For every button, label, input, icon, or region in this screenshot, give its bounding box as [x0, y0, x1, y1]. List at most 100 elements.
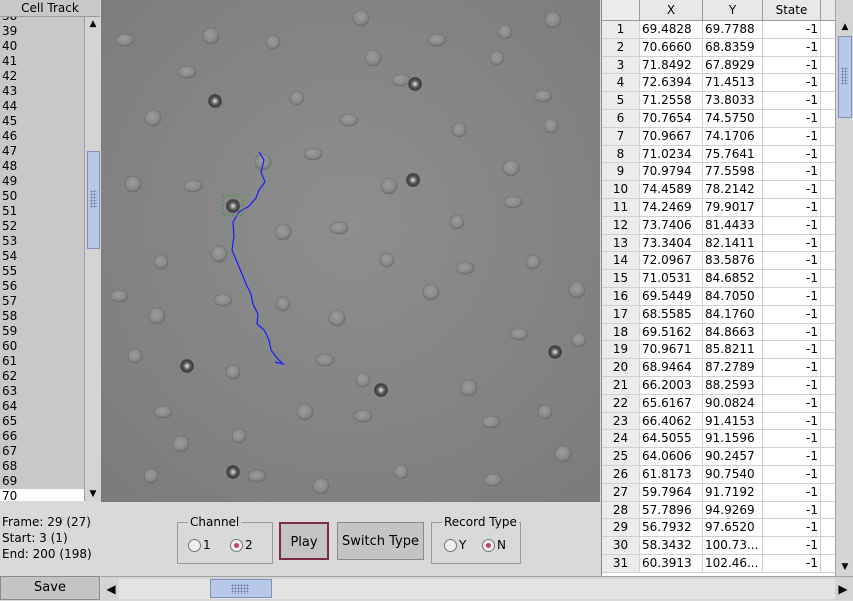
table-row[interactable]: 8 71.0234 75.7641 -1	[602, 145, 836, 164]
row-index: 2	[602, 38, 640, 56]
table-row[interactable]: 14 72.0967 83.5876 -1	[602, 252, 836, 271]
list-item[interactable]: 51	[2, 204, 18, 218]
list-item[interactable]: 52	[2, 219, 18, 233]
list-item[interactable]: 40	[2, 39, 18, 53]
table-row[interactable]: 25 64.0606 90.2457 -1	[602, 448, 836, 466]
table-row[interactable]: 28 57.7896 94.9269 -1	[602, 501, 836, 520]
table-row[interactable]: 15 71.0531 84.6852 -1	[602, 270, 836, 288]
table-row[interactable]: 12 73.7406 81.4433 -1	[602, 216, 836, 235]
list-item[interactable]: 45	[2, 114, 18, 128]
row-blank	[821, 127, 836, 145]
list-item[interactable]: 54	[2, 249, 18, 263]
list-item[interactable]: 39	[2, 24, 18, 38]
table-row[interactable]: 26 61.8173 90.7540 -1	[602, 465, 836, 484]
arrow-right-icon[interactable]: ▶	[838, 582, 848, 596]
cell-track-list[interactable]: 3839404142434445464748495051525354555657…	[0, 17, 84, 501]
list-item[interactable]: 61	[2, 354, 18, 368]
table-scrollbar[interactable]: ▲ ▼	[835, 0, 853, 576]
list-item[interactable]: 49	[2, 174, 18, 188]
cell	[364, 49, 382, 67]
image-viewer[interactable]	[101, 0, 600, 502]
header-index[interactable]	[602, 0, 640, 20]
coordinates-table[interactable]: X Y State 1 69.4828 69.7788 -1 2 70.6660 68.83…	[601, 0, 836, 576]
list-item[interactable]: 57	[2, 294, 18, 308]
channel-1-radio[interactable]: 1	[188, 538, 211, 552]
list-item[interactable]: 56	[2, 279, 18, 293]
list-item[interactable]: 55	[2, 264, 18, 278]
table-row[interactable]: 5 71.2558 73.8033 -1	[602, 92, 836, 110]
table-row[interactable]: 4 72.6394 71.4513 -1	[602, 74, 836, 93]
list-item[interactable]: 64	[2, 399, 18, 413]
list-item[interactable]: 43	[2, 84, 18, 98]
table-row[interactable]: 18 69.5162 84.8663 -1	[602, 323, 836, 342]
header-x[interactable]: X	[640, 0, 703, 20]
table-row[interactable]: 16 69.5449 84.7050 -1	[602, 287, 836, 306]
row-blank	[821, 92, 836, 109]
list-item[interactable]: 50	[2, 189, 18, 203]
table-row[interactable]: 22 65.6167 90.0824 -1	[602, 394, 836, 413]
list-item[interactable]: 42	[2, 69, 18, 83]
arrow-up-icon[interactable]: ▲	[841, 22, 849, 32]
table-row[interactable]: 29 56.7932 97.6520 -1	[602, 519, 836, 538]
table-row[interactable]: 31 60.3913 102.46... -1	[602, 554, 836, 573]
list-item[interactable]: 67	[2, 444, 18, 458]
list-item[interactable]: 41	[2, 54, 18, 68]
table-row[interactable]: 19 70.9671 85.8211 -1	[602, 341, 836, 360]
arrow-down-icon[interactable]: ▼	[841, 562, 849, 572]
table-row[interactable]: 27 59.7964 91.7192 -1	[602, 483, 836, 502]
list-item[interactable]: 46	[2, 129, 18, 143]
scroll-thumb[interactable]	[210, 579, 272, 598]
header-y[interactable]: Y	[703, 0, 763, 20]
list-item[interactable]: 69	[2, 474, 18, 488]
list-item[interactable]: 58	[2, 309, 18, 323]
arrow-down-icon[interactable]: ▼	[89, 489, 97, 499]
list-item[interactable]: 62	[2, 369, 18, 383]
table-row[interactable]: 9 70.9794 77.5598 -1	[602, 163, 836, 182]
table-row[interactable]: 7 70.9667 74.1706 -1	[602, 127, 836, 146]
table-row[interactable]: 23 66.4062 91.4153 -1	[602, 412, 836, 431]
channel-2-radio[interactable]: 2	[230, 538, 253, 552]
table-row[interactable]: 24 64.5055 91.1596 -1	[602, 430, 836, 449]
record-n-radio[interactable]: N	[482, 538, 506, 552]
scroll-thumb[interactable]	[838, 36, 852, 118]
cell-x: 69.4828	[640, 21, 703, 38]
list-item[interactable]: 53	[2, 234, 18, 248]
row-index: 5	[602, 92, 640, 109]
arrow-left-icon[interactable]: ◀	[106, 582, 116, 596]
table-row[interactable]: 1 69.4828 69.7788 -1	[602, 21, 836, 39]
frame-scrollbar[interactable]: ◀ ▶	[101, 576, 853, 600]
cell-state: -1	[763, 252, 821, 270]
list-item[interactable]: 38	[0, 17, 84, 24]
scroll-track[interactable]	[119, 579, 835, 599]
arrow-up-icon[interactable]: ▲	[89, 19, 97, 29]
list-item[interactable]: 60	[2, 339, 18, 353]
table-row[interactable]: 11 74.2469 79.9017 -1	[602, 198, 836, 217]
list-item[interactable]: 47	[2, 144, 18, 158]
table-row[interactable]: 30 58.3432 100.73... -1	[602, 537, 836, 555]
list-item[interactable]: 63	[2, 384, 18, 398]
save-button[interactable]: Save	[0, 576, 100, 600]
list-item[interactable]: 68	[2, 459, 18, 473]
table-row[interactable]: 17 68.5585 84.1760 -1	[602, 305, 836, 324]
list-item[interactable]: 66	[2, 429, 18, 443]
table-row[interactable]: 2 70.6660 68.8359 -1	[602, 38, 836, 57]
play-button[interactable]: Play	[279, 522, 329, 560]
switch-type-button[interactable]: Switch Type	[337, 522, 424, 560]
cell-state: -1	[763, 501, 821, 519]
cell-list-scrollbar[interactable]: ▲ ▼	[84, 17, 101, 501]
table-row[interactable]: 13 73.3404 82.1411 -1	[602, 234, 836, 253]
record-y-radio[interactable]: Y	[444, 538, 466, 552]
list-item[interactable]: 65	[2, 414, 18, 428]
list-item[interactable]: 44	[2, 99, 18, 113]
table-row[interactable]: 6 70.7654 74.5750 -1	[602, 109, 836, 128]
list-item[interactable]: 48	[2, 159, 18, 173]
list-item[interactable]: 70	[0, 489, 84, 501]
table-row[interactable]: 21 66.2003 88.2593 -1	[602, 376, 836, 395]
header-state[interactable]: State	[763, 0, 821, 20]
table-row[interactable]: 20 68.9464 87.2789 -1	[602, 359, 836, 377]
scroll-thumb[interactable]	[87, 151, 100, 249]
table-row[interactable]: 3 71.8492 67.8929 -1	[602, 56, 836, 75]
table-body[interactable]: 1 69.4828 69.7788 -1 2 70.6660 68.8359 -1 3 71.84…	[602, 21, 836, 573]
list-item[interactable]: 59	[2, 324, 18, 338]
table-row[interactable]: 10 74.4589 78.2142 -1	[602, 181, 836, 199]
